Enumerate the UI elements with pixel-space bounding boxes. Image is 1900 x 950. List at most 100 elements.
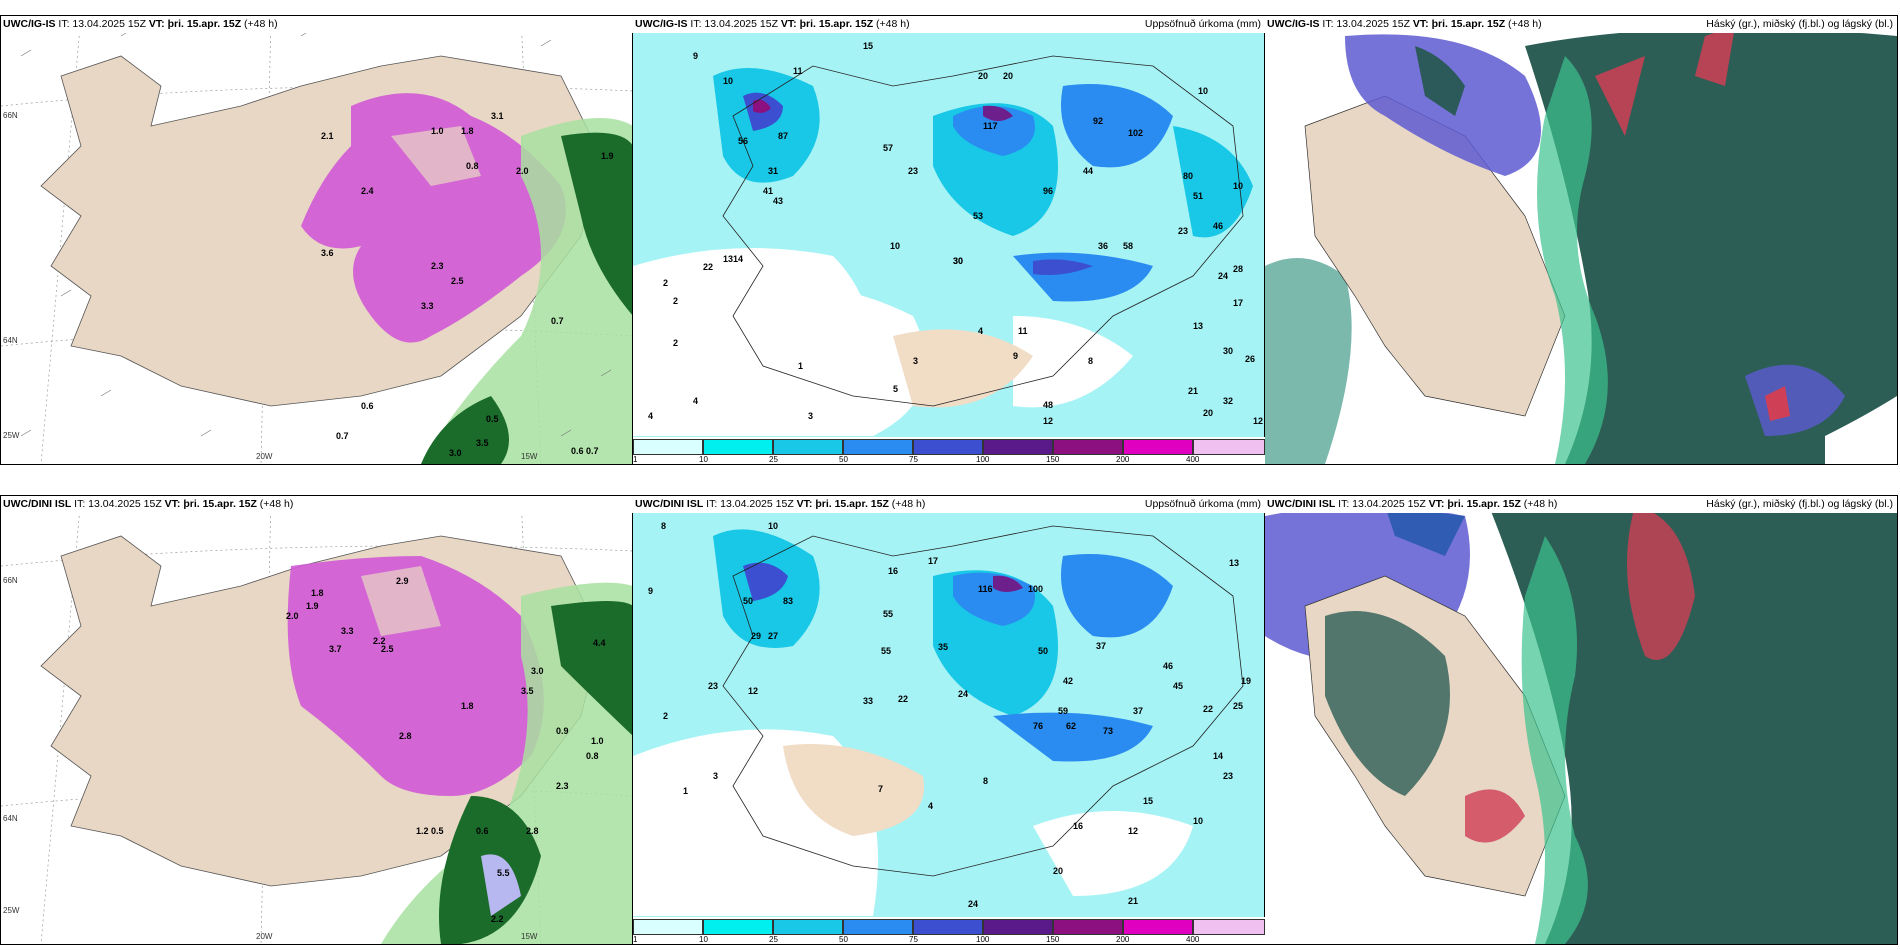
value-label: 30 (953, 256, 964, 266)
legend-tick: 10 (699, 455, 708, 464)
value-label: 2.8 (399, 731, 412, 741)
value-label: 76 (1033, 721, 1044, 731)
value-label: 62 (1066, 721, 1077, 731)
value-label: 27 (768, 631, 779, 641)
value-label: 2.1 (321, 131, 334, 141)
value-label: 96 (1043, 186, 1054, 196)
value-label: 0.9 (556, 726, 569, 736)
value-label: 1.8 (461, 701, 474, 711)
legend-swatch (913, 919, 983, 935)
value-label: 57 (883, 143, 894, 153)
value-label: 83 (783, 596, 794, 606)
value-label: 20 (1003, 71, 1014, 81)
value-label: 10 (890, 241, 901, 251)
value-label: 23 (1223, 771, 1234, 781)
value-label: 3.3 (421, 301, 434, 311)
value-label: 22 (1203, 704, 1214, 714)
value-label: 17 (1233, 298, 1244, 308)
value-label: 23 (708, 681, 719, 691)
precip-legend: 1 10 25 50 75 100 150 200 400 (633, 917, 1265, 944)
value-label: 0.6 (361, 401, 374, 411)
legend-tick: 200 (1116, 455, 1130, 464)
value-label: 20 (1053, 866, 1064, 876)
value-label: 0.7 (586, 446, 599, 456)
value-label: 2.8 (526, 826, 539, 836)
value-label: 5.5 (497, 868, 510, 878)
value-label: 0.7 (551, 316, 564, 326)
value-label: 26 (1245, 354, 1256, 364)
value-label: 14 (1213, 751, 1224, 761)
value-label: 92 (1093, 116, 1104, 126)
value-label: 12 (1253, 416, 1264, 426)
value-label: 3.0 (531, 666, 544, 676)
value-label: 28 (1233, 264, 1244, 274)
map-snow-depth-igis (1, 16, 633, 464)
value-label: 13 (1229, 558, 1240, 568)
value-label: 8 (983, 776, 989, 786)
precip-legend: 1 10 25 50 75 100 150 200 400 (633, 437, 1265, 464)
value-label: 1.0 (431, 126, 444, 136)
value-label: 1.0 (591, 736, 604, 746)
value-label: 59 (1058, 706, 1069, 716)
value-label: 25 (1233, 701, 1244, 711)
map-precip-dini (633, 496, 1265, 944)
value-label: 2.0 (286, 611, 299, 621)
legend-swatch (633, 919, 703, 935)
value-label: 23 (908, 166, 919, 176)
value-label: 37 (1133, 706, 1144, 716)
value-label: 14 (733, 254, 744, 264)
value-label: 3.5 (521, 686, 534, 696)
value-label: 20 (1203, 408, 1214, 418)
lat-label: 64N (3, 814, 18, 823)
value-label: 37 (1096, 641, 1107, 651)
value-label: 30 (1223, 346, 1234, 356)
value-label: 2 (663, 711, 669, 721)
value-label: 11 (1018, 326, 1028, 336)
value-label: 7 (878, 784, 884, 794)
value-label: 22 (703, 262, 714, 272)
value-label: 30 (953, 256, 964, 266)
value-label: 45 (1173, 681, 1184, 691)
value-label: 32 (1223, 396, 1234, 406)
panel-bottom-left: UWC/DINI ISL IT: 13.04.2025 15Z VT: þri.… (0, 495, 634, 945)
legend-tick: 75 (909, 455, 918, 464)
legend-swatch (1193, 919, 1265, 935)
value-label: 3.1 (491, 111, 504, 121)
value-label: 117 (983, 121, 998, 131)
value-label: 53 (973, 211, 984, 221)
value-label: 41 (763, 186, 774, 196)
value-label: 55 (883, 609, 894, 619)
lon-label: 15W (521, 452, 538, 461)
value-label: 2 (663, 278, 669, 288)
value-label: 1.2 (416, 826, 429, 836)
lon-label: 15W (521, 932, 538, 941)
value-label: 0.6 (476, 826, 489, 836)
value-label: 15 (1143, 796, 1154, 806)
legend-swatch (703, 919, 773, 935)
value-label: 2.2 (373, 636, 386, 646)
value-label: 36 (1098, 241, 1109, 251)
panel-title: UWC/IG-IS IT: 13.04.2025 15Z VT: þri. 15… (633, 16, 1265, 33)
panel-title: UWC/IG-IS IT: 13.04.2025 15Z VT: þri. 15… (1265, 16, 1897, 33)
panel-top-right: UWC/IG-IS IT: 13.04.2025 15Z VT: þri. 15… (1264, 15, 1898, 465)
panel-bottom-right: UWC/DINI ISL IT: 13.04.2025 15Z VT: þri.… (1264, 495, 1898, 945)
legend-tick: 400 (1186, 455, 1200, 464)
value-label: 56 (738, 136, 749, 146)
value-label: 19 (1241, 676, 1252, 686)
value-label: 50 (743, 596, 754, 606)
legend-tick: 1 (633, 935, 638, 944)
value-label: 22 (898, 694, 909, 704)
lat-label: 66N (3, 576, 18, 585)
value-label: 5 (893, 384, 899, 394)
value-label: 3 (913, 356, 919, 366)
value-label: 3.3 (341, 626, 354, 636)
lat-label: 66N (3, 111, 18, 120)
value-label: 43 (773, 196, 784, 206)
value-label: 10 (723, 76, 734, 86)
legend-tick: 200 (1116, 935, 1130, 944)
value-label: 1.8 (311, 588, 324, 598)
value-label: 8 (1088, 356, 1094, 366)
value-label: 4 (648, 411, 654, 421)
value-label: 4.4 (593, 638, 606, 648)
legend-swatch (843, 919, 913, 935)
